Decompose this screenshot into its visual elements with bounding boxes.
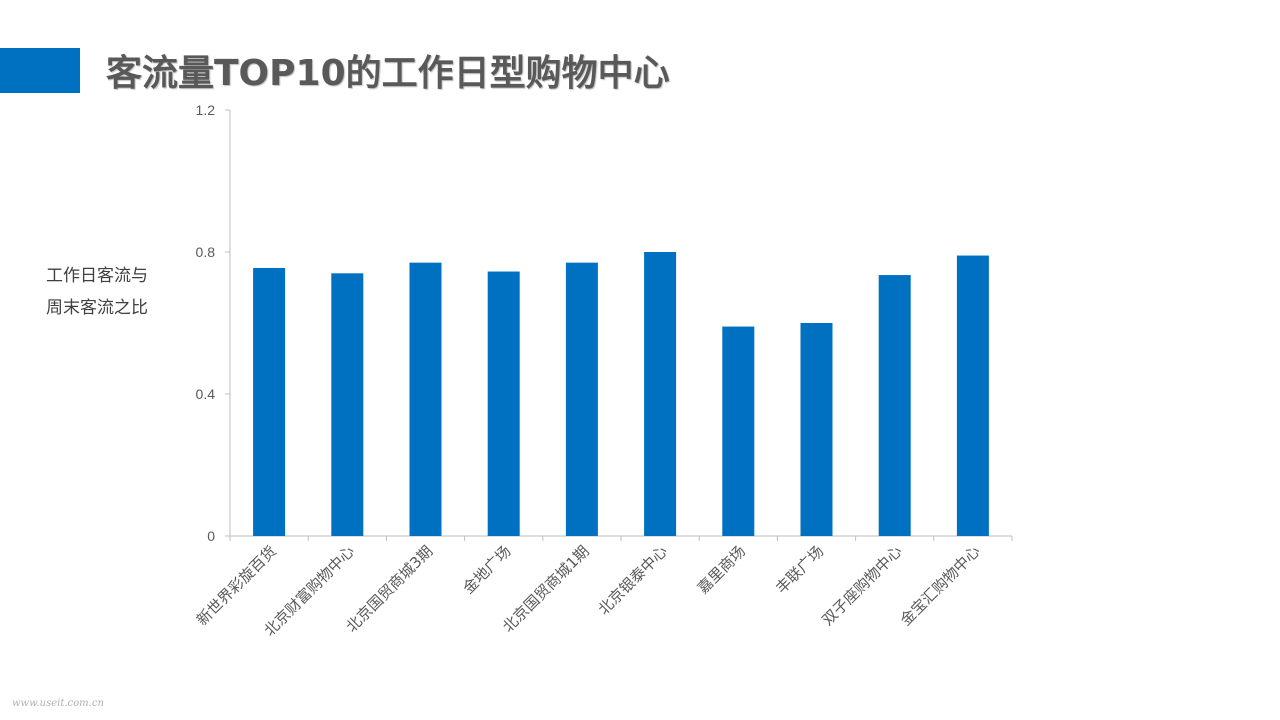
x-tick-label: 新世界彩旋百货: [193, 542, 280, 629]
y-tick-label: 1.2: [196, 102, 216, 118]
bar: [253, 267, 286, 536]
y-tick-label: 0: [207, 528, 215, 544]
bar: [565, 262, 598, 536]
y-axis-label-line-1: 工作日客流与: [46, 266, 148, 286]
x-tick-label: 丰联广场: [772, 542, 827, 597]
y-axis-label-line-2: 周末客流之比: [46, 298, 148, 318]
y-axis-ticks: 0 0.4 0.8 1.2: [196, 102, 230, 544]
y-tick-label: 0.8: [196, 244, 216, 260]
x-tick-label: 金地广场: [459, 542, 514, 597]
bar: [956, 255, 989, 537]
title-accent-bar: [0, 48, 80, 93]
bar: [331, 273, 364, 536]
bar: [409, 262, 442, 536]
x-tick-label: 金宝汇购物中心: [897, 542, 984, 629]
y-tick-label: 0.4: [196, 386, 216, 402]
bar: [722, 326, 755, 536]
bar: [878, 275, 911, 536]
x-tick-label: 双子座购物中心: [819, 542, 906, 629]
bars: [253, 252, 989, 537]
bar: [487, 271, 520, 536]
watermark: www.useit.com.cn: [12, 698, 104, 709]
bar: [800, 323, 833, 536]
bar: [644, 252, 677, 536]
y-axis-label: 工作日客流与 周末客流之比: [46, 260, 176, 324]
x-tick-label: 嘉里商场: [694, 542, 749, 597]
page-title: 客流量TOP10的工作日型购物中心: [106, 53, 670, 94]
x-tick-label: 北京银泰中心: [595, 542, 671, 618]
